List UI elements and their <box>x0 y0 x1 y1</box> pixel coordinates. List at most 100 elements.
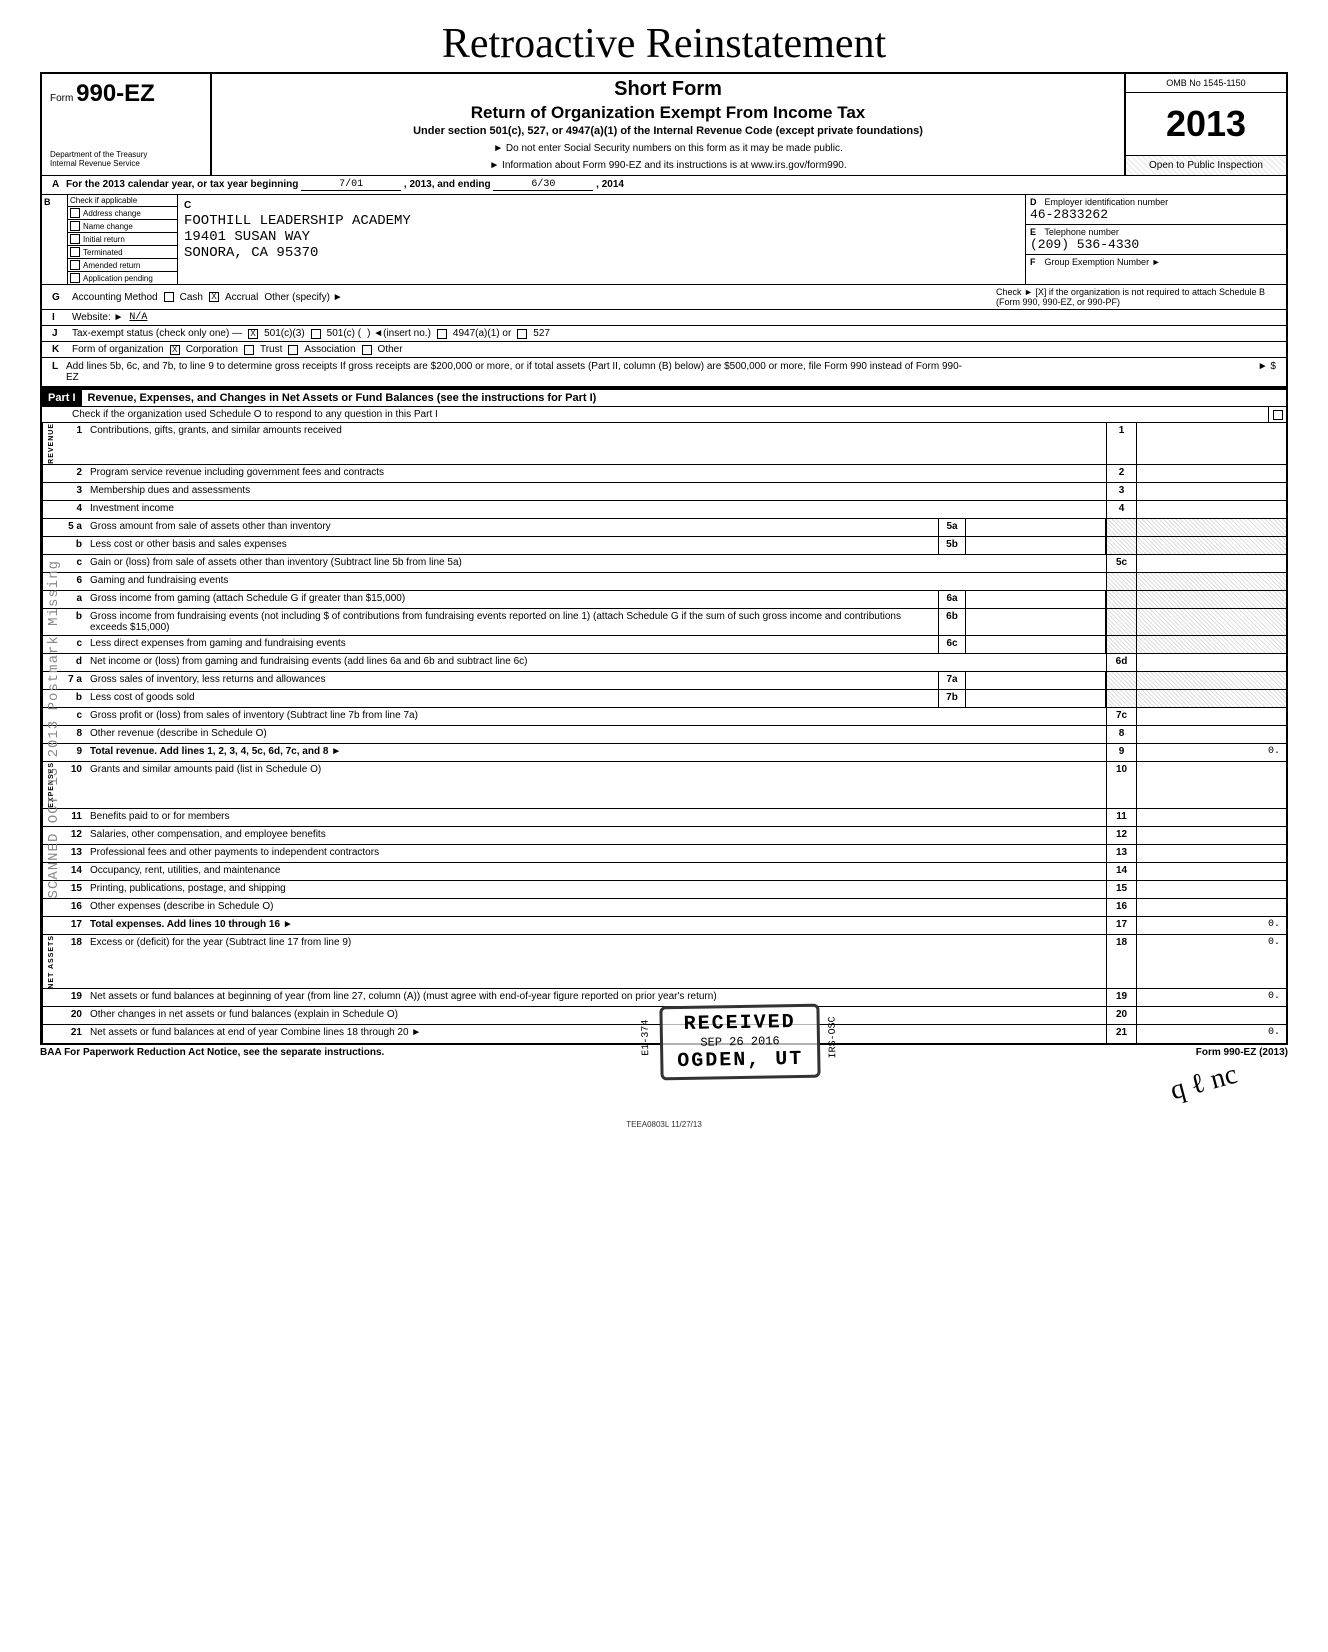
mid-value[interactable] <box>966 591 1106 608</box>
row-description: Gross profit or (loss) from sales of inv… <box>86 708 1106 725</box>
end-value[interactable] <box>1136 423 1286 464</box>
checkbox-4947[interactable] <box>437 329 447 339</box>
row-description: Gain or (loss) from sale of assets other… <box>86 555 1106 572</box>
checkbox-amended[interactable] <box>70 260 80 270</box>
mid-value[interactable] <box>966 690 1106 707</box>
checkbox-terminated[interactable] <box>70 247 80 257</box>
end-value[interactable] <box>1136 827 1286 844</box>
mid-line-number: 5b <box>938 537 966 554</box>
checkbox-cash[interactable] <box>164 292 174 302</box>
end-value[interactable] <box>1136 465 1286 482</box>
end-line-number: 9 <box>1106 744 1136 761</box>
end-line-number: 17 <box>1106 917 1136 934</box>
period-begin[interactable]: 7/01 <box>301 179 401 191</box>
end-line-number: 15 <box>1106 881 1136 898</box>
end-value[interactable]: 0. <box>1136 989 1286 1006</box>
checkbox-trust[interactable] <box>244 345 254 355</box>
end-value[interactable] <box>1136 573 1286 590</box>
end-value[interactable]: 0. <box>1136 935 1286 989</box>
line-h: Check ► [X] if the organization is not r… <box>996 287 1276 307</box>
row-description: Other changes in net assets or fund bala… <box>86 1007 1106 1024</box>
row-description: Gross income from gaming (attach Schedul… <box>86 591 938 608</box>
row-number: 10 <box>60 762 86 808</box>
end-value[interactable] <box>1136 881 1286 898</box>
table-row: 14Occupancy, rent, utilities, and mainte… <box>42 863 1286 881</box>
period-end[interactable]: 6/30 <box>493 179 593 191</box>
end-line-number <box>1106 537 1136 554</box>
table-row: bLess cost of goods sold7b <box>42 690 1286 708</box>
end-value[interactable] <box>1136 609 1286 635</box>
row-number: c <box>60 555 86 572</box>
end-line-number <box>1106 609 1136 635</box>
row-number: 21 <box>60 1025 86 1043</box>
checkbox-other-org[interactable] <box>362 345 372 355</box>
mid-value[interactable] <box>966 537 1106 554</box>
checkbox-schedule-o[interactable] <box>1273 410 1283 420</box>
checkbox-pending[interactable] <box>70 273 80 283</box>
end-line-number: 6d <box>1106 654 1136 671</box>
end-value[interactable] <box>1136 537 1286 554</box>
line-k: K Form of organization XCorporation Trus… <box>40 341 1288 357</box>
table-row: EXPENSES10Grants and similar amounts pai… <box>42 762 1286 809</box>
end-value[interactable] <box>1136 762 1286 808</box>
tax-year: 2013 <box>1126 93 1286 156</box>
checkbox-corp[interactable]: X <box>170 345 180 355</box>
row-description: Professional fees and other payments to … <box>86 845 1106 862</box>
mid-line-number: 6a <box>938 591 966 608</box>
mid-value[interactable] <box>966 672 1106 689</box>
row-number: 17 <box>60 917 86 934</box>
end-value[interactable] <box>1136 672 1286 689</box>
end-value[interactable]: 0. <box>1136 917 1286 934</box>
row-description: Benefits paid to or for members <box>86 809 1106 826</box>
mid-value[interactable] <box>966 519 1106 536</box>
end-line-number <box>1106 519 1136 536</box>
mid-value[interactable] <box>966 636 1106 653</box>
checkbox-assoc[interactable] <box>288 345 298 355</box>
row-description: Investment income <box>86 501 1106 518</box>
end-value[interactable] <box>1136 501 1286 518</box>
end-value[interactable] <box>1136 483 1286 500</box>
end-value[interactable] <box>1136 726 1286 743</box>
end-value[interactable] <box>1136 690 1286 707</box>
label-b: B <box>42 195 68 284</box>
table-row: dNet income or (loss) from gaming and fu… <box>42 654 1286 672</box>
row-number: 14 <box>60 863 86 880</box>
row-number: 7 a <box>60 672 86 689</box>
box-d: D Employer identification number 46-2833… <box>1026 195 1286 225</box>
end-value[interactable] <box>1136 708 1286 725</box>
checkbox-accrual[interactable]: X <box>209 292 219 302</box>
row-number: 5 a <box>60 519 86 536</box>
end-value[interactable] <box>1136 636 1286 653</box>
end-value[interactable] <box>1136 809 1286 826</box>
end-value[interactable] <box>1136 899 1286 916</box>
end-value[interactable] <box>1136 1007 1286 1024</box>
table-row: NET ASSETS18Excess or (deficit) for the … <box>42 935 1286 990</box>
end-value[interactable] <box>1136 591 1286 608</box>
table-row: 4Investment income4 <box>42 501 1286 519</box>
part1-title: Revenue, Expenses, and Changes in Net As… <box>82 390 603 406</box>
end-line-number: 12 <box>1106 827 1136 844</box>
row-number: c <box>60 708 86 725</box>
checkbox-address-change[interactable] <box>70 208 80 218</box>
end-value[interactable] <box>1136 845 1286 862</box>
checkbox-501c[interactable] <box>311 329 321 339</box>
end-value[interactable] <box>1136 863 1286 880</box>
table-row: cGross profit or (loss) from sales of in… <box>42 708 1286 726</box>
row-number: 16 <box>60 899 86 916</box>
mid-line-number: 7b <box>938 690 966 707</box>
table-row: 19Net assets or fund balances at beginni… <box>42 989 1286 1007</box>
end-value[interactable] <box>1136 654 1286 671</box>
checkbox-name-change[interactable] <box>70 221 80 231</box>
received-stamp: RECEIVED SEP 26 2016 OGDEN, UT E1-374 IR… <box>659 1004 820 1081</box>
end-line-number <box>1106 672 1136 689</box>
end-value[interactable]: 0. <box>1136 1025 1286 1043</box>
mid-value[interactable] <box>966 609 1106 635</box>
end-line-number: 11 <box>1106 809 1136 826</box>
end-value[interactable]: 0. <box>1136 744 1286 761</box>
checkbox-527[interactable] <box>517 329 527 339</box>
checkbox-initial-return[interactable] <box>70 234 80 244</box>
row-description: Less cost of goods sold <box>86 690 938 707</box>
checkbox-501c3[interactable]: X <box>248 329 258 339</box>
end-value[interactable] <box>1136 555 1286 572</box>
end-value[interactable] <box>1136 519 1286 536</box>
